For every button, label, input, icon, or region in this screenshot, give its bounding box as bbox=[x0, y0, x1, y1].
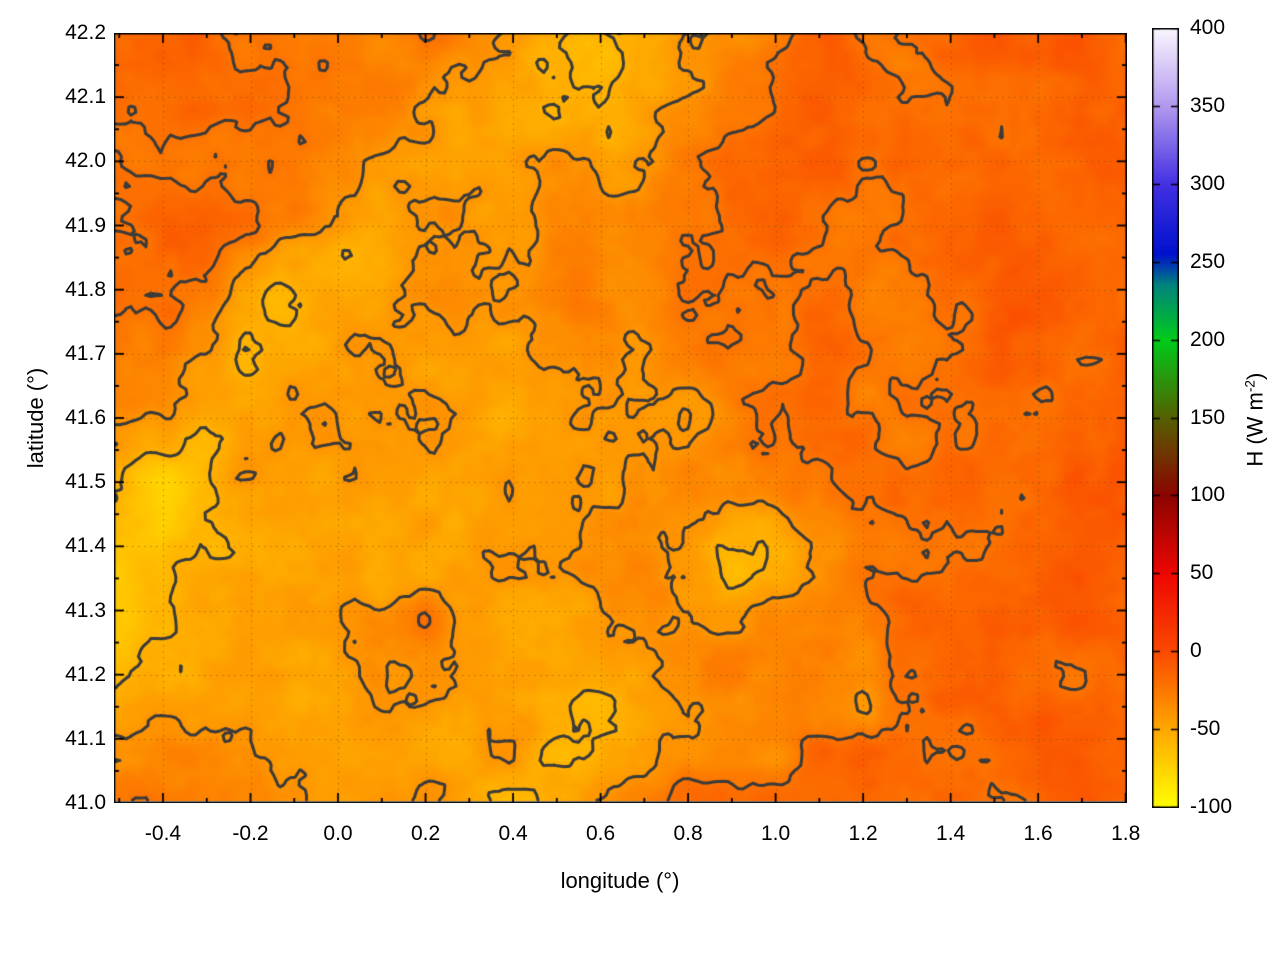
x-tick-label: 1.4 bbox=[936, 822, 966, 845]
y-tick-label: 41.5 bbox=[65, 470, 106, 494]
y-tick-label: 41.6 bbox=[65, 406, 106, 429]
colorbar-tick-label: 350 bbox=[1190, 93, 1226, 117]
y-tick-label: 41.1 bbox=[65, 726, 106, 750]
colorbar-tick-label: 0 bbox=[1190, 639, 1202, 663]
colorbar-tick-label: 200 bbox=[1190, 327, 1226, 351]
y-tick-label: 41.3 bbox=[65, 598, 106, 622]
y-tick-label: 42.2 bbox=[65, 21, 106, 44]
x-tick-label: 1.8 bbox=[1111, 822, 1141, 845]
colorbar-gradient bbox=[1152, 28, 1179, 808]
colorbar-tick-label: -100 bbox=[1190, 795, 1233, 818]
y-tick-label: 42.0 bbox=[65, 149, 106, 173]
y-tick-label: 41.9 bbox=[65, 213, 106, 237]
colorbar-title-text: H (W m bbox=[1242, 392, 1268, 467]
y-tick-label: 42.1 bbox=[65, 85, 106, 109]
x-tick-label: 0.6 bbox=[585, 822, 616, 845]
colorbar-tick-label: 100 bbox=[1190, 483, 1226, 507]
y-tick-label: 41.4 bbox=[65, 534, 106, 558]
colorbar-tick-label: 400 bbox=[1190, 16, 1226, 39]
x-tick-label: 0.8 bbox=[673, 822, 703, 845]
heatmap-canvas bbox=[114, 33, 1127, 803]
x-tick-label: 1.2 bbox=[848, 822, 878, 845]
y-tick-label: 41.0 bbox=[65, 791, 106, 814]
x-tick-label: 0.4 bbox=[498, 822, 528, 845]
colorbar-tick-label: 150 bbox=[1190, 405, 1226, 429]
colorbar-tick-label: 250 bbox=[1190, 249, 1226, 273]
colorbar-tick-label: 50 bbox=[1190, 561, 1214, 585]
x-axis-title: longitude (°) bbox=[560, 868, 680, 893]
colorbar-tick-label: -50 bbox=[1190, 717, 1221, 741]
x-tick-label: 0.0 bbox=[323, 822, 353, 845]
x-tick-label: 0.2 bbox=[410, 822, 441, 845]
colorbar-title-close: ) bbox=[1242, 372, 1268, 381]
y-tick-label: 41.8 bbox=[65, 277, 106, 301]
y-tick-label: 41.7 bbox=[65, 341, 106, 365]
x-tick-label: -0.2 bbox=[232, 822, 269, 845]
x-tick-label: -0.4 bbox=[144, 822, 182, 845]
colorbar-title: H (W m-2) bbox=[1235, 270, 1270, 570]
colorbar-title-sup: -2 bbox=[1242, 380, 1258, 393]
x-tick-label: 1.6 bbox=[1023, 822, 1053, 845]
x-tick-label: 1.0 bbox=[761, 822, 791, 845]
colorbar-tick-label: 300 bbox=[1190, 171, 1226, 195]
y-tick-label: 41.2 bbox=[65, 662, 106, 686]
y-axis-title: latitude (°) bbox=[23, 367, 48, 469]
